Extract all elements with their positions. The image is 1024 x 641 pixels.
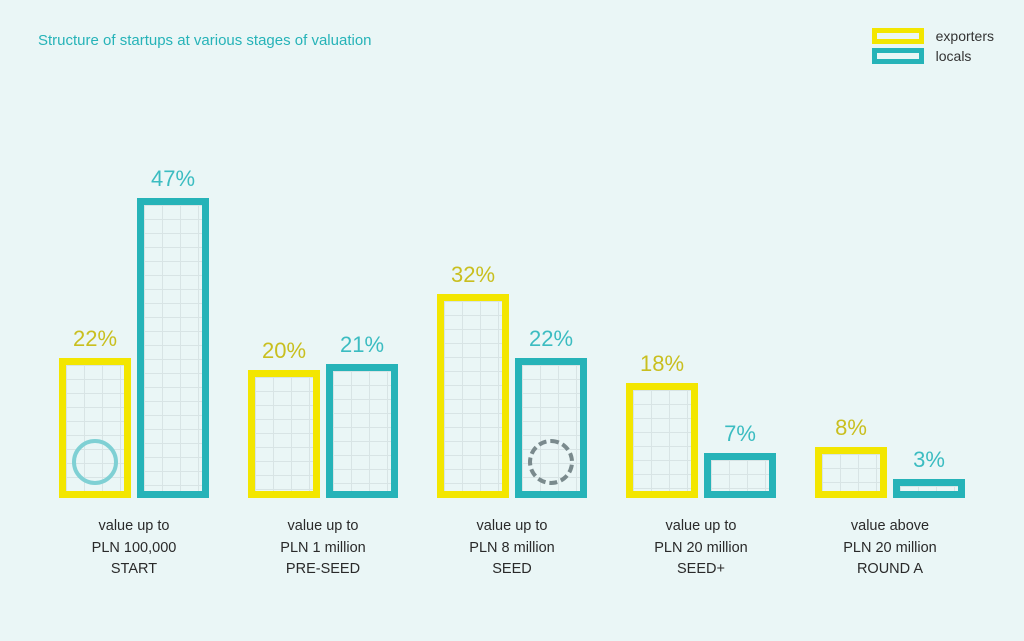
category-label: value up to PLN 20 million SEED+ [654, 516, 748, 581]
legend-item-exporters: exporters [872, 28, 994, 44]
bar-group: 8% 3% value above PLN 20 million ROUND A [800, 158, 980, 581]
bar-rect [326, 364, 398, 498]
bar-pair: 20% 21% [248, 158, 398, 498]
bar-value-label: 8% [835, 415, 867, 441]
bar-locals: 47% [137, 166, 209, 498]
bar-rect [137, 198, 209, 498]
bar-pattern [255, 377, 313, 491]
bar-pattern [333, 371, 391, 491]
bar-rect [893, 479, 965, 498]
category-label: value up to PLN 100,000 START [92, 516, 177, 581]
bar-exporters: 8% [815, 415, 887, 498]
bar-pair: 18% 7% [626, 158, 776, 498]
legend-swatch-locals [872, 48, 924, 64]
legend-label-locals: locals [936, 48, 972, 64]
decorative-circle-icon [72, 439, 118, 485]
decorative-circle-icon [528, 439, 574, 485]
legend-item-locals: locals [872, 48, 994, 64]
bar-pair: 32% 22% [437, 158, 587, 498]
legend-label-exporters: exporters [936, 28, 994, 44]
bar-rect [248, 370, 320, 498]
bar-group: 22% 47% value up to PLN 100,000 START [44, 158, 224, 581]
bar-value-label: 21% [340, 332, 384, 358]
bar-exporters: 18% [626, 351, 698, 498]
bar-pair: 8% 3% [815, 158, 965, 498]
bar-group: 20% 21% value up to PLN 1 million PRE-SEED [233, 158, 413, 581]
bar-pattern [900, 486, 958, 491]
bar-pattern [633, 390, 691, 491]
chart-area: 22% 47% value up to PLN 100,000 START 20% 21… [44, 155, 980, 581]
bar-value-label: 3% [913, 447, 945, 473]
bar-value-label: 32% [451, 262, 495, 288]
bar-locals: 22% [515, 326, 587, 498]
legend: exporters locals [872, 28, 994, 64]
bar-value-label: 22% [529, 326, 573, 352]
bar-value-label: 22% [73, 326, 117, 352]
category-label: value above PLN 20 million ROUND A [843, 516, 937, 581]
bar-pattern [711, 460, 769, 491]
bar-locals: 21% [326, 332, 398, 498]
category-label: value up to PLN 8 million SEED [469, 516, 554, 581]
bar-exporters: 22% [59, 326, 131, 498]
bar-rect [437, 294, 509, 498]
bar-value-label: 47% [151, 166, 195, 192]
bar-exporters: 20% [248, 338, 320, 498]
bar-group: 18% 7% value up to PLN 20 million SEED+ [611, 158, 791, 581]
bar-pattern [822, 454, 880, 491]
bar-rect [815, 447, 887, 498]
bar-rect [515, 358, 587, 498]
legend-swatch-exporters [872, 28, 924, 44]
bar-locals: 7% [704, 421, 776, 498]
bar-value-label: 7% [724, 421, 756, 447]
chart-title: Structure of startups at various stages … [38, 32, 372, 49]
bar-pattern [144, 205, 202, 491]
bar-pair: 22% 47% [59, 158, 209, 498]
bar-rect [626, 383, 698, 498]
bar-pattern [444, 301, 502, 491]
bar-value-label: 18% [640, 351, 684, 377]
bar-group: 32% 22% value up to PLN 8 million SEED [422, 158, 602, 581]
category-label: value up to PLN 1 million PRE-SEED [280, 516, 365, 581]
bar-exporters: 32% [437, 262, 509, 498]
bar-rect [704, 453, 776, 498]
bar-rect [59, 358, 131, 498]
bar-value-label: 20% [262, 338, 306, 364]
bar-locals: 3% [893, 447, 965, 498]
